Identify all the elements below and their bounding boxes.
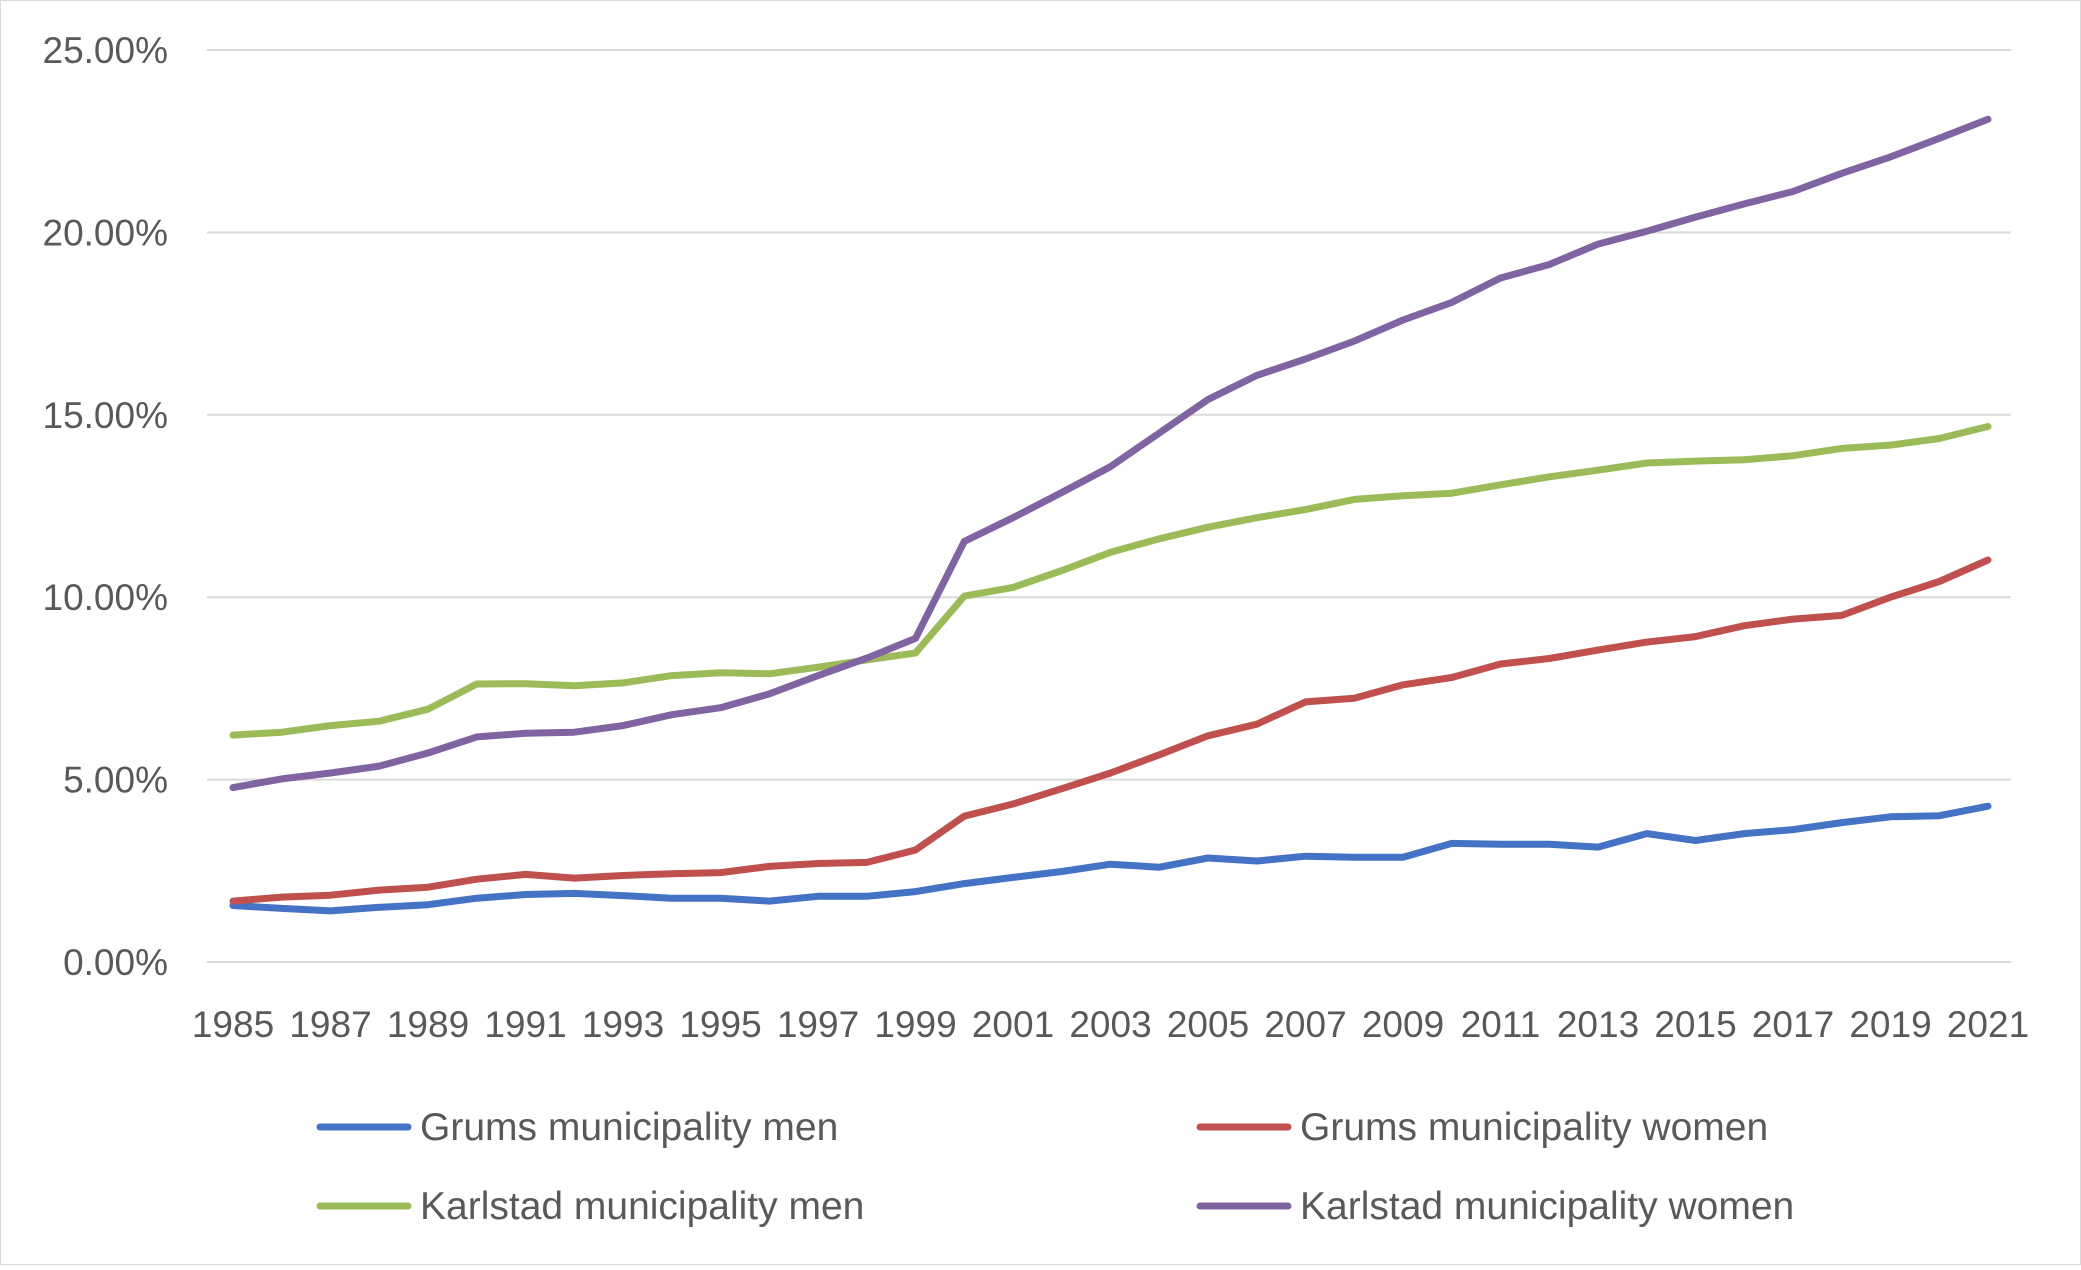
x-tick-label: 2003	[1069, 1004, 1151, 1045]
x-tick-label: 1991	[484, 1004, 566, 1045]
x-tick-label: 2021	[1947, 1004, 2029, 1045]
series-line-1	[229, 556, 1992, 905]
y-tick-label: 5.00%	[63, 760, 168, 801]
y-tick-label: 10.00%	[43, 577, 169, 618]
y-tick-label: 15.00%	[43, 395, 169, 436]
x-tick-label: 1987	[289, 1004, 371, 1045]
x-axis-tick-labels: 1985 1987 1989 1991 1993 1995 1997 1999 2001 2003…	[192, 1004, 2029, 1045]
x-tick-label: 1989	[387, 1004, 469, 1045]
x-tick-label: 1999	[874, 1004, 956, 1045]
legend-label: Grums municipality women	[1300, 1106, 1768, 1149]
x-tick-label: 2001	[972, 1004, 1054, 1045]
x-tick-label: 1985	[192, 1004, 274, 1045]
legend-item-2: Karlstad municipality men	[316, 1185, 864, 1228]
y-tick-label: 0.00%	[63, 942, 168, 983]
series-line-2	[229, 423, 1992, 739]
series-line-0	[229, 802, 1992, 915]
legend-label: Karlstad municipality women	[1300, 1185, 1794, 1228]
legend: Grums municipality men Grums municipality…	[316, 1106, 1794, 1228]
legend-label: Grums municipality men	[420, 1106, 838, 1149]
legend-label: Karlstad municipality men	[420, 1185, 864, 1228]
x-tick-label: 2013	[1557, 1004, 1639, 1045]
x-tick-label: 2015	[1654, 1004, 1736, 1045]
y-tick-label: 25.00%	[43, 30, 169, 71]
x-tick-label: 2011	[1461, 1004, 1541, 1045]
x-tick-label: 2007	[1264, 1004, 1346, 1045]
y-tick-label: 20.00%	[43, 212, 169, 253]
series-lines	[229, 115, 1992, 915]
legend-item-3: Karlstad municipality women	[1196, 1185, 1794, 1228]
y-axis-tick-labels: 0.00% 5.00% 10.00% 15.00% 20.00% 25.00%	[43, 30, 169, 983]
x-tick-label: 2009	[1362, 1004, 1444, 1045]
legend-item-0: Grums municipality men	[316, 1106, 838, 1149]
x-tick-label: 1993	[582, 1004, 664, 1045]
x-tick-label: 1995	[679, 1004, 761, 1045]
series-line-3	[229, 115, 1992, 792]
x-tick-label: 1997	[777, 1004, 859, 1045]
x-tick-label: 2019	[1849, 1004, 1931, 1045]
x-tick-label: 2005	[1167, 1004, 1249, 1045]
legend-item-1: Grums municipality women	[1196, 1106, 1768, 1149]
x-tick-label: 2017	[1752, 1004, 1834, 1045]
